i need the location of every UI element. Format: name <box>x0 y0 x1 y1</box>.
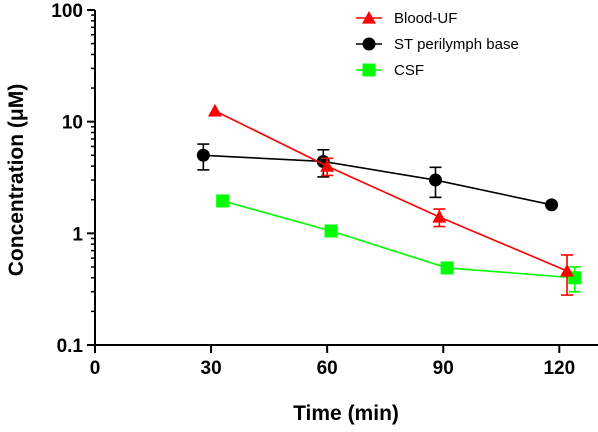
legend: Blood-UF ST perilymph base CSF <box>356 10 519 79</box>
series-1 <box>196 143 559 212</box>
x-tick-label: 0 <box>90 358 101 379</box>
data-point <box>207 103 222 117</box>
series-line <box>222 200 575 279</box>
legend-marker <box>362 63 376 77</box>
data-point <box>545 198 559 212</box>
x-tick-label: 90 <box>433 358 454 379</box>
data-point <box>432 210 447 223</box>
axes: 0 30 60 90 120 0.1 1 10 100 <box>51 1 598 379</box>
legend-marker <box>362 11 376 24</box>
y-tick-label: 0.1 <box>57 336 84 357</box>
series-0 <box>207 103 575 296</box>
data-point <box>320 159 335 172</box>
series-2 <box>216 194 582 293</box>
x-tick-label: 60 <box>317 358 338 379</box>
data-point <box>560 263 575 277</box>
data-point <box>216 194 230 208</box>
series-line <box>203 154 552 206</box>
legend-label: CSF <box>394 62 424 79</box>
data-point <box>196 148 210 162</box>
x-axis-title: Time (min) <box>293 402 399 425</box>
series-layer <box>196 103 582 296</box>
x-tick-label: 30 <box>201 358 222 379</box>
data-point <box>324 224 338 238</box>
y-tick-label: 1 <box>72 224 83 245</box>
y-tick-label: 100 <box>51 1 83 22</box>
legend-label: Blood-UF <box>394 10 457 27</box>
x-tick-label: 120 <box>543 358 575 379</box>
series-line <box>214 110 568 272</box>
data-point <box>440 261 454 275</box>
y-axis-title: Concentration (μM) <box>5 84 28 277</box>
data-point <box>428 173 442 187</box>
legend-label: ST perilymph base <box>394 36 519 53</box>
legend-marker <box>362 37 376 51</box>
y-tick-label: 10 <box>62 113 83 134</box>
